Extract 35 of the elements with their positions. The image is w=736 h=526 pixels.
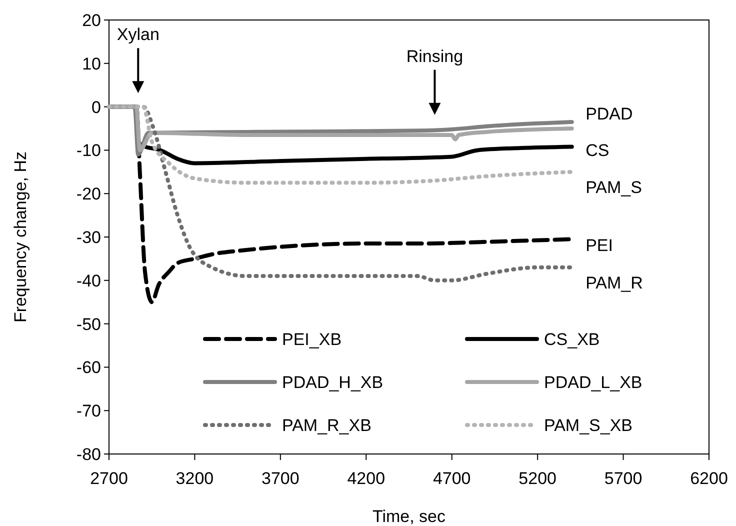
annotation: PDAD <box>586 104 633 124</box>
legend-label: PAM_S_XB <box>544 416 633 435</box>
x-tick-label: 4700 <box>432 469 471 488</box>
legend-label: PDAD_H_XB <box>282 372 384 392</box>
y-tick-label: 20 <box>82 10 101 30</box>
x-tick-label: 3700 <box>262 469 300 488</box>
y-tick-label: -50 <box>76 314 101 334</box>
y-tick-label: 10 <box>82 54 101 74</box>
y-tick-label: -80 <box>76 444 101 464</box>
annotation: Xylan <box>116 25 160 44</box>
annotation: CS <box>586 141 610 160</box>
x-tick-label: 4200 <box>347 469 386 488</box>
x-tick-label: 5700 <box>604 469 642 488</box>
legend-label: PEI_XB <box>282 330 342 349</box>
y-tick-label: -30 <box>76 228 101 247</box>
y-tick-label: -40 <box>76 271 101 290</box>
x-tick-label: 2700 <box>90 469 128 488</box>
annotation: PAM_R <box>586 274 643 293</box>
y-tick-label: -20 <box>76 184 101 204</box>
annotation: PEI <box>586 236 613 255</box>
legend-label: PAM_R_XB <box>282 416 372 435</box>
x-tick-label: 5200 <box>518 469 556 488</box>
y-axis-title: Frequency change, Hz <box>11 151 30 323</box>
legend-label: PDAD_L_XB <box>544 372 642 392</box>
line-series <box>107 104 574 185</box>
y-tick-label: -10 <box>76 141 101 160</box>
annotation: PAM_S <box>586 178 642 198</box>
legend-label: CS_XB <box>544 330 600 349</box>
y-tick-label: -60 <box>76 358 101 378</box>
x-axis-title: Time, sec <box>372 507 446 526</box>
x-tick-label: 6200 <box>690 469 728 488</box>
annotation: Rinsing <box>406 46 464 66</box>
y-tick-label: -70 <box>76 402 101 421</box>
x-tick-label: 3200 <box>176 469 214 488</box>
y-tick-label: 0 <box>92 98 101 117</box>
